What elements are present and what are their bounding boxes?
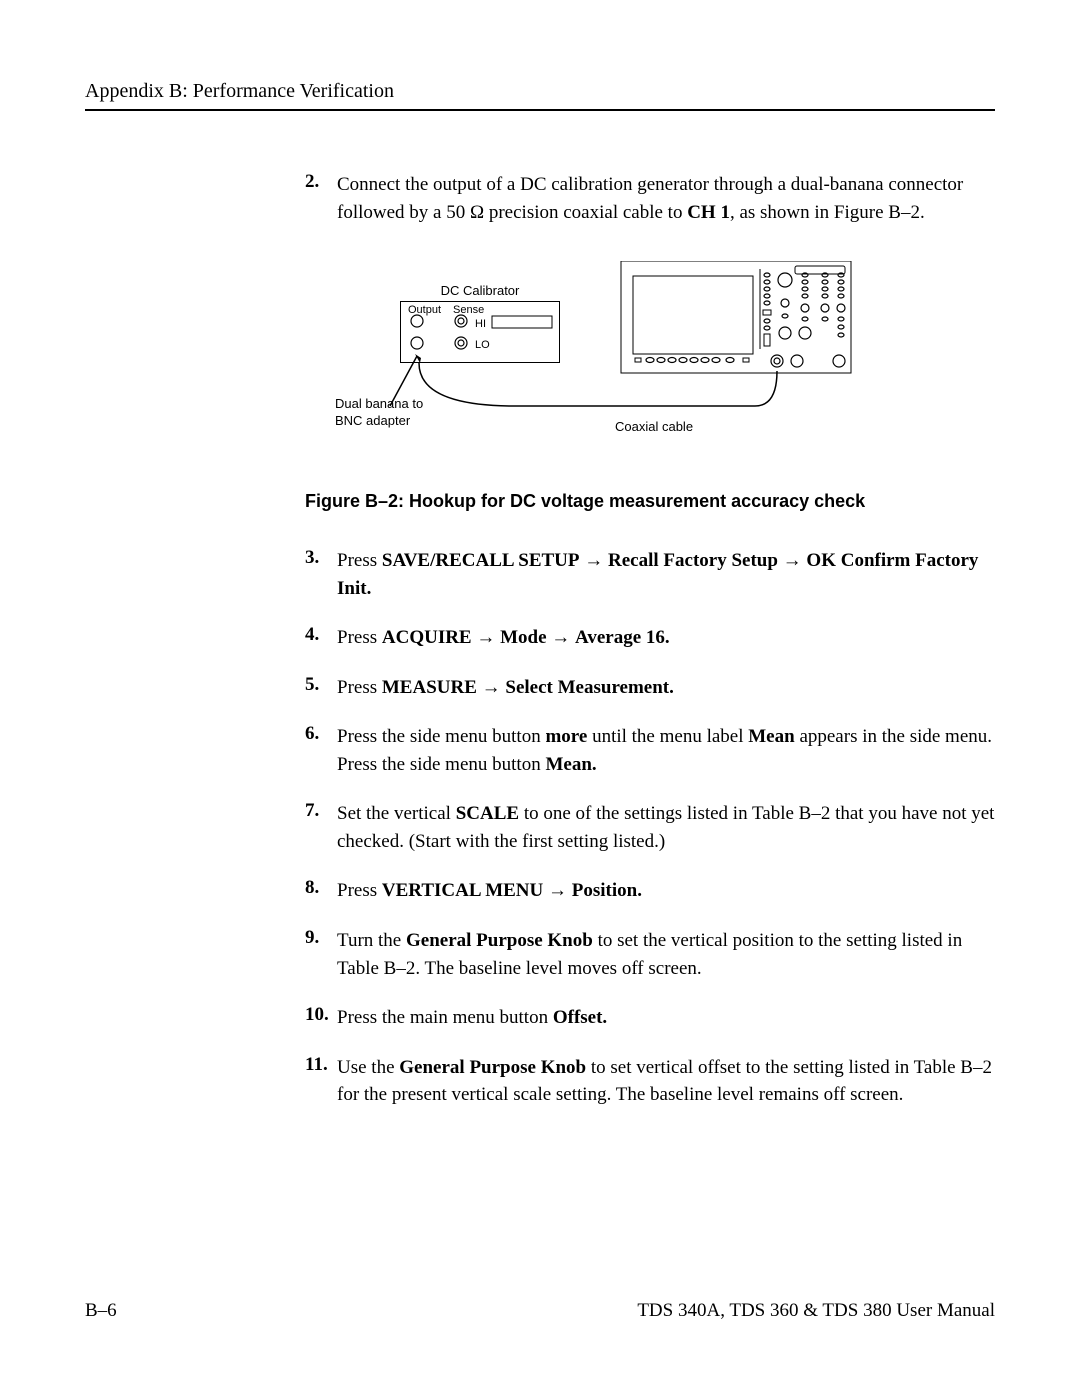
bold-text: CH 1 xyxy=(687,202,730,223)
step-number: 3. xyxy=(305,547,337,602)
step-number: 11. xyxy=(305,1054,337,1109)
coax-label: Coaxial cable xyxy=(615,419,693,434)
step-4: 4. Press ACQUIRE → Mode → Average 16. xyxy=(305,624,995,652)
bold-text: VERTICAL MENU xyxy=(382,880,543,901)
bold-text: ACQUIRE xyxy=(382,627,472,648)
manual-title: TDS 340A, TDS 360 & TDS 380 User Manual xyxy=(637,1300,995,1322)
bold-text: SCALE xyxy=(456,803,519,824)
text: → xyxy=(778,550,807,571)
text: → xyxy=(543,880,572,901)
bold-text: Recall Factory Setup xyxy=(608,550,778,571)
step-text: Press MEASURE → Select Measurement. xyxy=(337,674,995,702)
bold-text: Offset. xyxy=(553,1007,607,1028)
text: , as shown in Figure B–2. xyxy=(730,202,925,223)
page-number: B–6 xyxy=(85,1300,117,1322)
step-6: 6. Press the side menu button more until… xyxy=(305,723,995,778)
step-10: 10. Press the main menu button Offset. xyxy=(305,1004,995,1032)
step-text: Press the side menu button more until th… xyxy=(337,723,995,778)
step-text: Connect the output of a DC calibration g… xyxy=(337,171,995,226)
bold-text: Mean xyxy=(748,726,794,747)
step-text: Turn the General Purpose Knob to set the… xyxy=(337,927,995,982)
step-2: 2. Connect the output of a DC calibratio… xyxy=(305,171,995,226)
bold-text: Select Measurement. xyxy=(505,677,673,698)
bold-text: General Purpose Knob xyxy=(399,1057,586,1078)
figure-caption: Figure B–2: Hookup for DC voltage measur… xyxy=(305,491,995,512)
step-number: 10. xyxy=(305,1004,337,1032)
text: → xyxy=(547,627,576,648)
step-number: 7. xyxy=(305,800,337,855)
text: Set the vertical xyxy=(337,803,456,824)
text: → xyxy=(472,627,501,648)
step-text: Press the main menu button Offset. xyxy=(337,1004,995,1032)
adapter-label: Dual banana toBNC adapter xyxy=(335,396,423,430)
step-9: 9. Turn the General Purpose Knob to set … xyxy=(305,927,995,982)
step-text: Press VERTICAL MENU → Position. xyxy=(337,877,995,905)
step-number: 8. xyxy=(305,877,337,905)
step-number: 2. xyxy=(305,171,337,226)
page-header: Appendix B: Performance Verification xyxy=(85,80,995,111)
text: Press the side menu button xyxy=(337,726,545,747)
step-text: Press ACQUIRE → Mode → Average 16. xyxy=(337,624,995,652)
text: Press the main menu button xyxy=(337,1007,553,1028)
text: → xyxy=(477,677,506,698)
text: Press xyxy=(337,677,382,698)
text: Press xyxy=(337,550,382,571)
bold-text: more xyxy=(545,726,587,747)
bold-text: SAVE/RECALL SETUP xyxy=(382,550,580,571)
step-11: 11. Use the General Purpose Knob to set … xyxy=(305,1054,995,1109)
text: Press xyxy=(337,880,382,901)
text: Turn the xyxy=(337,930,406,951)
bold-text: Mean. xyxy=(545,754,596,775)
figure-diagram: DC Calibrator Output Sense HI LO xyxy=(335,261,915,461)
bold-text: MEASURE xyxy=(382,677,477,698)
text: Use the xyxy=(337,1057,399,1078)
bold-text: Average 16. xyxy=(575,627,670,648)
step-number: 6. xyxy=(305,723,337,778)
content-area: 2. Connect the output of a DC calibratio… xyxy=(305,171,995,1109)
step-text: Set the vertical SCALE to one of the set… xyxy=(337,800,995,855)
step-3: 3. Press SAVE/RECALL SETUP → Recall Fact… xyxy=(305,547,995,602)
step-5: 5. Press MEASURE → Select Measurement. xyxy=(305,674,995,702)
step-7: 7. Set the vertical SCALE to one of the … xyxy=(305,800,995,855)
bold-text: Mode xyxy=(500,627,546,648)
step-number: 9. xyxy=(305,927,337,982)
step-text: Press SAVE/RECALL SETUP → Recall Factory… xyxy=(337,547,995,602)
step-text: Use the General Purpose Knob to set vert… xyxy=(337,1054,995,1109)
text: → xyxy=(580,550,609,571)
step-number: 4. xyxy=(305,624,337,652)
bold-text: Position. xyxy=(572,880,642,901)
step-8: 8. Press VERTICAL MENU → Position. xyxy=(305,877,995,905)
text: until the menu label xyxy=(587,726,748,747)
bold-text: General Purpose Knob xyxy=(406,930,593,951)
text: Press xyxy=(337,627,382,648)
step-number: 5. xyxy=(305,674,337,702)
